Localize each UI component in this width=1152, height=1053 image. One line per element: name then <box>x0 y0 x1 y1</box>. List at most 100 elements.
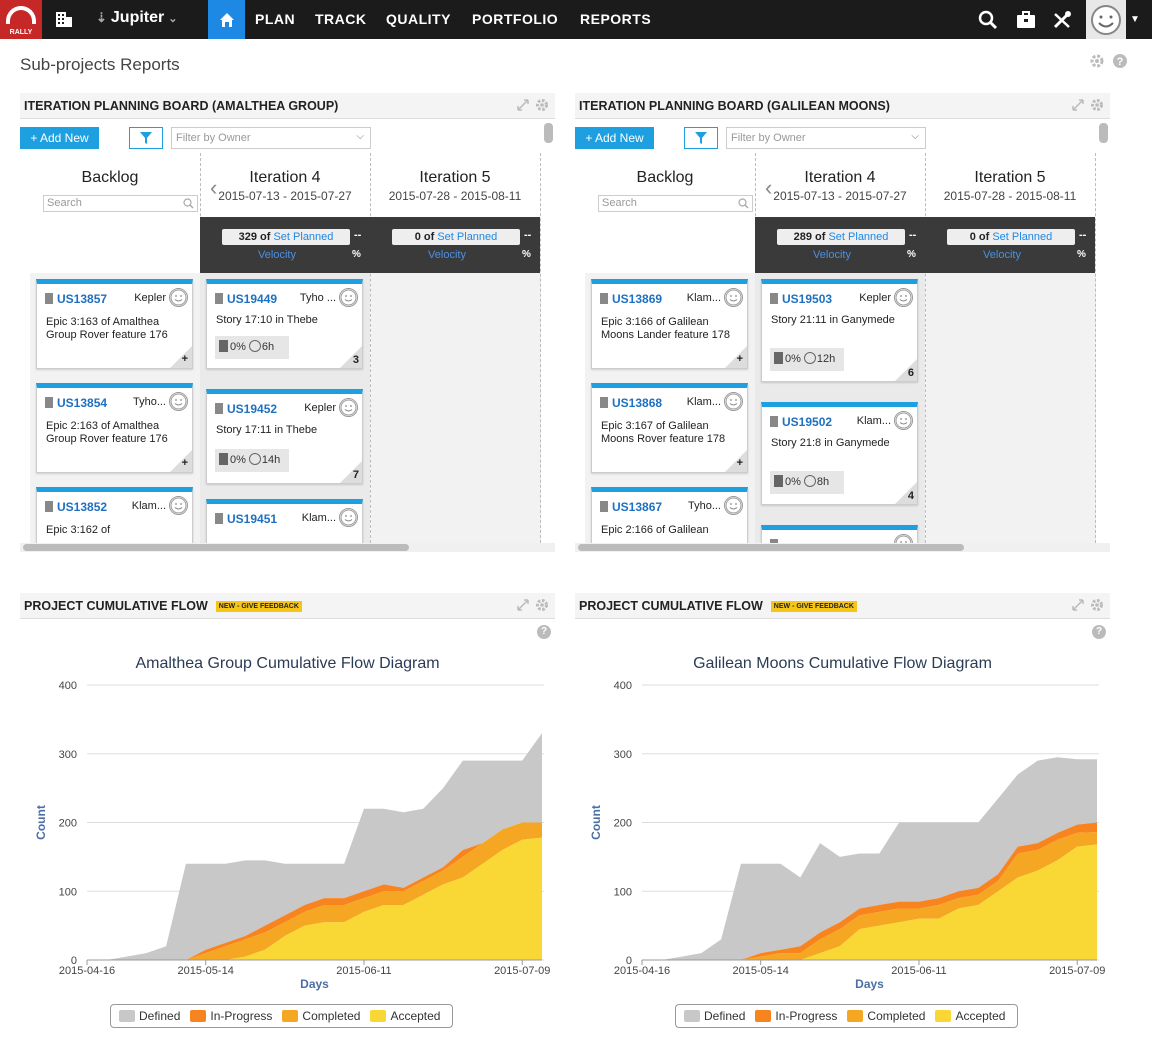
backlog-card[interactable]: US13869 Klam... Epic 3:166 of Galilean M… <box>591 279 748 369</box>
filter-by-owner-select[interactable]: Filter by Owner ⌵ <box>726 127 926 149</box>
filter-button[interactable] <box>684 127 718 149</box>
iteration-card[interactable]: US19449 Tyho ... Story 17:10 in Thebe 0% 6… <box>206 279 363 369</box>
panel-gear-icon[interactable] <box>1091 599 1103 611</box>
velocity-dash: -- <box>1079 229 1087 241</box>
card-id-link[interactable]: US19451 <box>215 512 277 526</box>
user-avatar[interactable] <box>1086 0 1126 39</box>
add-child-button[interactable]: + <box>181 457 188 469</box>
legend-item[interactable]: Completed <box>847 1009 925 1023</box>
scrollbar-thumb[interactable] <box>578 544 964 551</box>
vertical-scrollbar[interactable] <box>1099 123 1108 143</box>
legend-item[interactable]: Defined <box>119 1009 180 1023</box>
card-task-summary[interactable]: 0% 12h <box>770 348 844 371</box>
set-planned-link[interactable]: Set Planned <box>992 231 1053 243</box>
filter-button[interactable] <box>129 127 163 149</box>
set-planned-link[interactable]: Set Planned <box>828 231 889 243</box>
card-task-summary[interactable]: 0% 6h <box>215 336 289 359</box>
add-new-button[interactable]: + Add New <box>20 127 99 149</box>
panel-gear-icon[interactable] <box>1091 99 1103 111</box>
expand-icon[interactable] <box>1072 99 1084 111</box>
legend-item[interactable]: Accepted <box>935 1009 1005 1023</box>
rally-logo[interactable]: RALLY <box>0 0 42 39</box>
backlog-card[interactable]: US13852 Klam... Epic 3:162 of <box>36 487 193 543</box>
feedback-badge[interactable]: NEW - GIVE FEEDBACK <box>215 601 302 613</box>
set-planned-link[interactable]: Set Planned <box>437 231 498 243</box>
iteration-card[interactable]: US19502 Klam... Story 21:8 in Ganymede 0%… <box>761 402 918 505</box>
nav-reports[interactable]: REPORTS <box>580 11 652 27</box>
nav-plan[interactable]: PLAN <box>255 11 296 27</box>
panel-gear-icon[interactable] <box>536 599 548 611</box>
project-picker[interactable]: ⇣ Jupiter ⌄ <box>96 9 177 27</box>
of-label: of <box>260 231 271 243</box>
backlog-card[interactable]: US13854 Tyho... Epic 2:163 of Amalthea G… <box>36 383 193 473</box>
filter-by-owner-select[interactable]: Filter by Owner ⌵ <box>171 127 371 149</box>
nav-track[interactable]: TRACK <box>315 11 367 27</box>
iteration-card[interactable]: US19503 Kepler Story 21:11 in Ganymede 0%… <box>761 279 918 382</box>
iteration-column-header: Iteration 5 2015-07-28 - 2015-08-11 <box>925 153 1095 217</box>
scrollbar-thumb[interactable] <box>23 544 409 551</box>
expand-icon[interactable] <box>1072 599 1084 611</box>
set-planned-link[interactable]: Set Planned <box>273 231 334 243</box>
card-id-link[interactable]: US19452 <box>215 402 277 416</box>
briefcase-icon[interactable] <box>1016 10 1036 30</box>
planned-count: 0 <box>414 231 421 243</box>
chart-help-icon[interactable]: ? <box>537 625 551 639</box>
expand-icon[interactable] <box>517 99 529 111</box>
backlog-search-input[interactable]: Search <box>598 195 753 212</box>
y-tick-label: 200 <box>614 818 632 830</box>
card-id-link[interactable]: US13869 <box>600 292 662 306</box>
card-id-link[interactable]: US13854 <box>45 396 107 410</box>
chart-help-icon[interactable]: ? <box>1092 625 1106 639</box>
card-id-link[interactable]: US13852 <box>45 500 107 514</box>
tools-icon[interactable] <box>1052 10 1072 30</box>
backlog-card[interactable]: US13867 Tyho... Epic 2:166 of Galilean <box>591 487 748 543</box>
panel-gear-icon[interactable] <box>536 99 548 111</box>
card-id-link[interactable]: US19449 <box>215 292 277 306</box>
horizontal-scrollbar[interactable] <box>20 543 555 552</box>
search-icon[interactable] <box>978 10 998 30</box>
card-id-link[interactable]: US13867 <box>600 500 662 514</box>
backlog-card[interactable]: US13868 Klam... Epic 3:167 of Galilean M… <box>591 383 748 473</box>
y-tick-label: 300 <box>614 749 632 761</box>
home-button[interactable] <box>208 0 245 39</box>
card-task-summary[interactable]: 0% 14h <box>215 449 289 472</box>
iteration-card[interactable] <box>761 525 918 543</box>
legend-item[interactable]: In-Progress <box>190 1009 272 1023</box>
legend-item[interactable]: Completed <box>282 1009 360 1023</box>
vertical-scrollbar[interactable] <box>544 123 553 143</box>
task-percent: 0% <box>230 341 246 353</box>
add-new-button[interactable]: + Add New <box>575 127 654 149</box>
backlog-card[interactable]: US13857 Kepler Epic 3:163 of Amalthea Gr… <box>36 279 193 369</box>
previous-iteration-arrow-icon[interactable]: ‹ <box>210 175 218 200</box>
board-columns: Backlog Search ‹ Iteration 4 2015-07-13 … <box>20 153 542 543</box>
planned-velocity-pill: 0 of Set Planned <box>947 229 1075 245</box>
add-child-button[interactable]: + <box>736 353 743 365</box>
user-menu-chevron-icon[interactable]: ▼ <box>1130 14 1140 25</box>
feedback-badge[interactable]: NEW - GIVE FEEDBACK <box>770 601 857 613</box>
card-task-summary[interactable]: 0% 8h <box>770 471 844 494</box>
expand-icon[interactable] <box>517 599 529 611</box>
nav-portfolio[interactable]: PORTFOLIO <box>472 11 559 27</box>
page-gear-icon[interactable] <box>1089 53 1105 69</box>
workspace-building-icon[interactable] <box>55 10 73 28</box>
card-id-link[interactable]: US19503 <box>770 292 832 306</box>
story-icon <box>45 397 53 408</box>
add-child-button[interactable]: + <box>736 457 743 469</box>
card-id-link[interactable] <box>770 538 782 543</box>
area-series-accepted <box>642 844 1097 960</box>
nav-quality[interactable]: QUALITY <box>386 11 451 27</box>
legend-item[interactable]: In-Progress <box>755 1009 837 1023</box>
add-child-button[interactable]: + <box>181 353 188 365</box>
backlog-search-input[interactable]: Search <box>43 195 198 212</box>
y-axis-label: Count <box>589 805 603 840</box>
card-id-link[interactable]: US19502 <box>770 415 832 429</box>
iteration-card[interactable]: US19451 Klam... <box>206 499 363 543</box>
card-id-link[interactable]: US13868 <box>600 396 662 410</box>
iteration-card[interactable]: US19452 Kepler Story 17:11 in Thebe 0% 14h… <box>206 389 363 484</box>
page-help-icon[interactable]: ? <box>1112 53 1128 69</box>
previous-iteration-arrow-icon[interactable]: ‹ <box>765 175 773 200</box>
legend-item[interactable]: Defined <box>684 1009 745 1023</box>
legend-item[interactable]: Accepted <box>370 1009 440 1023</box>
card-id-link[interactable]: US13857 <box>45 292 107 306</box>
horizontal-scrollbar[interactable] <box>575 543 1110 552</box>
